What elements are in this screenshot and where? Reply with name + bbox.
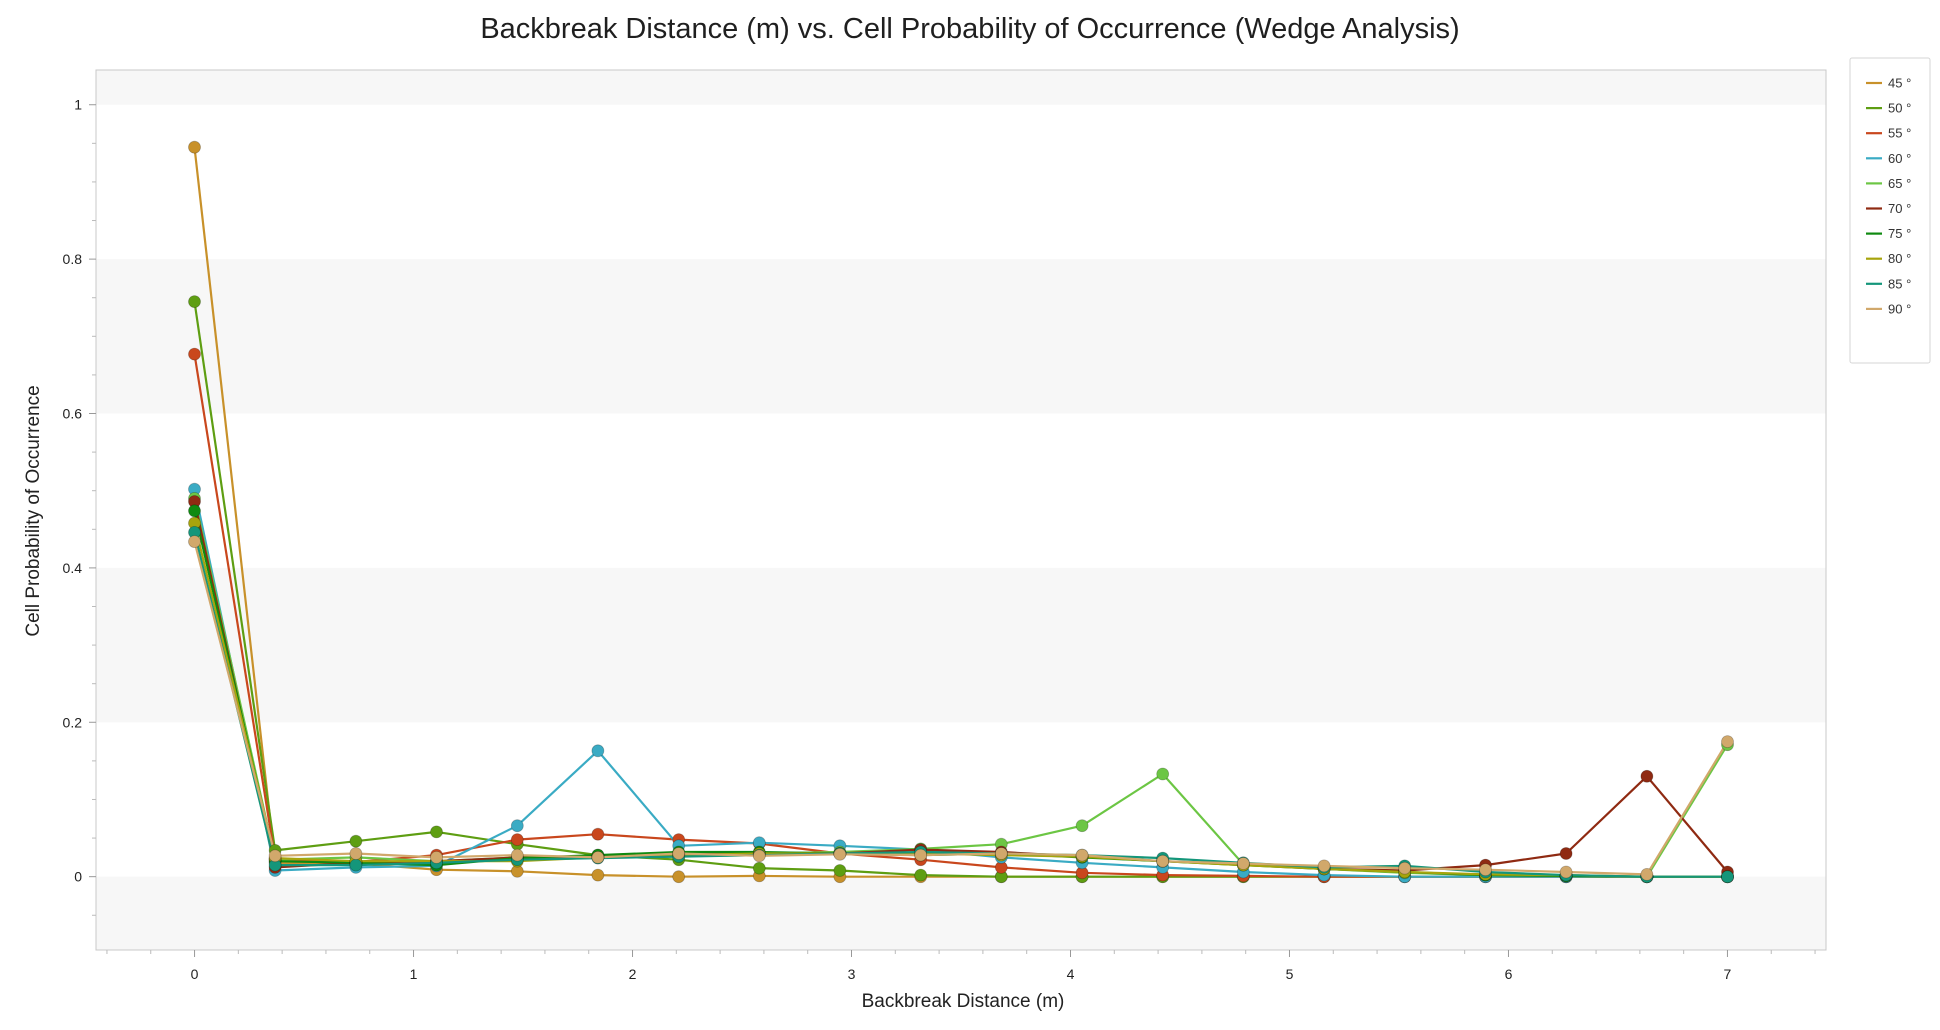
grid-band	[96, 70, 1826, 105]
data-point	[349, 847, 363, 860]
y-axis-label: Cell Probability of Occurrence	[23, 385, 44, 636]
data-point	[591, 827, 605, 841]
data-point	[591, 851, 605, 864]
data-point	[349, 858, 363, 872]
grid-band	[96, 876, 1826, 950]
data-point	[833, 864, 847, 877]
data-point	[510, 819, 524, 833]
chart-title: Backbreak Distance (m) vs. Cell Probabil…	[480, 13, 1459, 45]
data-point	[188, 140, 201, 154]
data-point	[188, 295, 201, 309]
legend-label: 65 °	[1888, 176, 1911, 191]
data-point	[268, 849, 282, 863]
legend-label: 45 °	[1888, 76, 1911, 91]
x-tick-label: 1	[410, 966, 418, 982]
data-point	[510, 833, 524, 846]
data-point	[1721, 870, 1734, 884]
axes: 0 1 2 3 4 5 6 7 0 0.2 0.4 0.6 0.8 1	[63, 97, 1816, 982]
legend-label: 70 °	[1888, 201, 1911, 216]
data-point	[1156, 854, 1170, 868]
legend-label: 90 °	[1888, 301, 1911, 316]
series-line-0	[193, 147, 1728, 878]
data-point	[672, 870, 686, 884]
data-point	[430, 825, 443, 839]
data-point	[1640, 868, 1654, 881]
legend-label: 75 °	[1888, 226, 1911, 241]
x-tick-label: 7	[1724, 966, 1732, 982]
data-point	[752, 849, 766, 863]
y-tick-label: 1	[74, 97, 82, 113]
data-point	[1398, 861, 1412, 875]
x-tick-label: 4	[1067, 966, 1075, 982]
data-point	[188, 535, 201, 548]
data-point	[1156, 767, 1170, 781]
data-point	[1317, 859, 1331, 873]
grid-bands	[96, 70, 1826, 950]
data-point	[591, 744, 605, 758]
data-point	[833, 847, 847, 861]
data-point	[1075, 819, 1089, 833]
data-point	[188, 347, 201, 361]
legend-label: 60 °	[1888, 151, 1911, 166]
data-point	[1075, 848, 1089, 862]
data-point	[914, 848, 928, 862]
legend-label: 80 °	[1888, 251, 1911, 266]
legend-label: 85 °	[1888, 276, 1911, 291]
series-lines	[193, 147, 1729, 878]
data-point	[752, 861, 766, 875]
x-axis-label: Backbreak Distance (m)	[862, 991, 1065, 1012]
data-point	[1559, 847, 1573, 860]
data-point	[430, 851, 443, 864]
y-tick-label: 0.8	[63, 251, 83, 267]
y-tick-label: 0	[74, 869, 82, 885]
y-tick-label: 0.2	[63, 714, 83, 730]
data-point	[672, 847, 686, 860]
legend: 45 ° 50 ° 55 ° 60 ° 65 ° 70 ° 75 ° 80 ° 85 ° 90 °	[1849, 57, 1931, 364]
x-tick-label: 0	[191, 966, 199, 982]
y-tick-label: 0.6	[63, 406, 83, 422]
x-tick-label: 3	[848, 966, 856, 982]
x-tick-label: 6	[1505, 966, 1513, 982]
data-point	[1236, 857, 1250, 870]
data-point	[994, 847, 1008, 860]
x-tick-label: 5	[1286, 966, 1294, 982]
legend-label: 55 °	[1888, 126, 1911, 141]
data-point	[1479, 863, 1492, 877]
grid-band	[96, 567, 1826, 723]
legend-label: 50 °	[1888, 101, 1911, 116]
data-point	[591, 868, 605, 882]
x-tick-label: 2	[629, 966, 637, 982]
series-points	[188, 140, 1734, 884]
grid-band	[96, 259, 1826, 414]
data-point	[188, 504, 201, 518]
y-tick-label: 0.4	[63, 560, 83, 576]
data-point	[510, 848, 524, 862]
series-line-8	[193, 532, 1728, 878]
plot-area	[95, 69, 1827, 951]
data-point	[914, 868, 928, 882]
data-point	[1559, 865, 1573, 879]
data-point	[349, 834, 363, 848]
series-line-9	[193, 541, 1729, 876]
data-point	[1721, 735, 1734, 748]
data-point	[1640, 769, 1654, 783]
